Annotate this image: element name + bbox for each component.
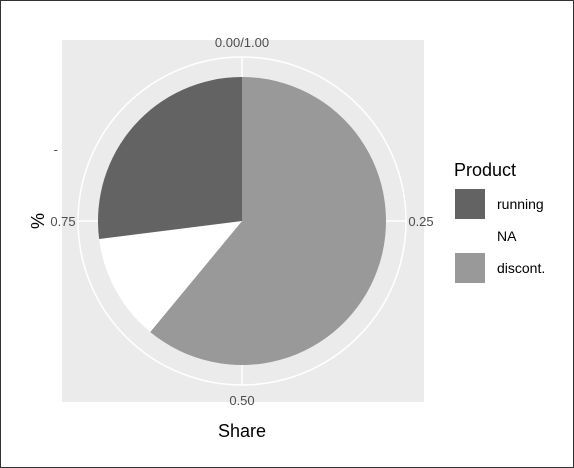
y-axis-tick-label: - — [54, 142, 58, 157]
legend-label-2: discont. — [497, 260, 545, 276]
pie-slice-na — [99, 221, 242, 332]
pie-slice-discont- — [150, 77, 386, 365]
legend-key-0 — [455, 189, 485, 219]
legend-key-1 — [455, 221, 485, 251]
legend: Product running NA discont. — [454, 160, 545, 283]
angle-tick-label-1: 0.25 — [408, 214, 433, 229]
legend-label-0: running — [497, 196, 544, 212]
angle-tick-label-3: 0.75 — [50, 214, 75, 229]
legend-title: Product — [454, 160, 516, 180]
legend-key-2 — [455, 253, 485, 283]
legend-label-1: NA — [497, 228, 517, 244]
pie-slices — [97, 77, 386, 365]
legend-items: running NA discont. — [455, 189, 545, 283]
pie-slice-running — [97, 77, 242, 240]
angle-tick-label-2: 0.50 — [229, 393, 254, 408]
angle-ticks: 0.00/1.00 0.25 0.50 0.75 — [50, 35, 433, 408]
angle-tick-label-0: 0.00/1.00 — [215, 35, 269, 50]
y-axis-title: % — [28, 213, 48, 229]
x-axis-title: Share — [218, 421, 266, 441]
